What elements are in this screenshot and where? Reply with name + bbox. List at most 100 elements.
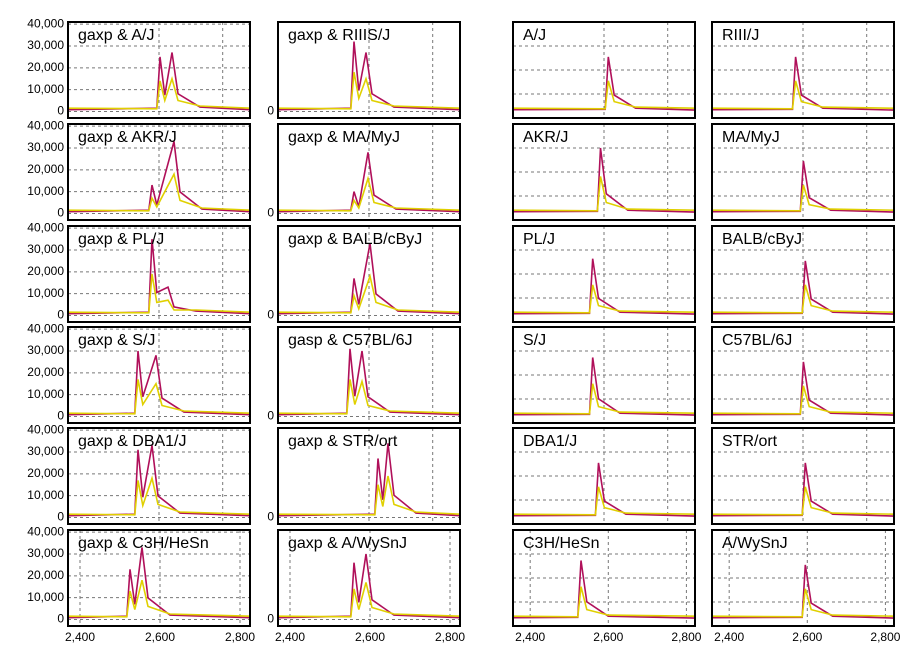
x-tick-label: 2,800: [671, 630, 701, 644]
y-tick-label: 40,000: [27, 524, 64, 538]
panel-border: [67, 427, 251, 525]
panel-border: [711, 225, 895, 323]
x-tick-label: 2,600: [593, 630, 623, 644]
y-tick-label: 40,000: [27, 16, 64, 30]
panel-title: gaxp & A/J: [78, 27, 155, 44]
panel-border: [512, 326, 696, 424]
panel-title: A/WySnJ: [722, 535, 788, 552]
trace: [711, 284, 895, 314]
panel-title: gaxp & A/WySnJ: [288, 535, 407, 552]
trace: [277, 378, 461, 415]
panel-border: [67, 529, 251, 627]
trace: [67, 475, 251, 516]
panel-border: [277, 21, 461, 119]
x-tick-label: 2,400: [65, 630, 95, 644]
x-tick-label: 2,400: [515, 630, 545, 644]
x-tick-label: 2,800: [435, 630, 465, 644]
y-tick-label: 10,000: [27, 82, 64, 96]
panel-border: [711, 427, 895, 525]
x-tick-label: 2,600: [145, 630, 175, 644]
panel-border: [277, 427, 461, 525]
y-tick-label: 40,000: [27, 422, 64, 436]
panel-border: [711, 123, 895, 221]
panel-title: gaxp & RIIIS/J: [288, 27, 390, 44]
y-tick-label: 10,000: [27, 286, 64, 300]
trace: [512, 586, 696, 618]
trace: [512, 176, 696, 212]
trace: [67, 580, 251, 618]
panel-title: BALB/cByJ: [722, 231, 802, 248]
y-tick-label: 0: [57, 612, 64, 626]
x-tick-label: 2,600: [792, 630, 822, 644]
panel-border: [277, 326, 461, 424]
trace: [512, 383, 696, 415]
y-tick-label: 30,000: [27, 546, 64, 560]
trace: [67, 273, 251, 314]
panel-title: gasp & C57BL/6J: [288, 332, 413, 349]
trace: [277, 475, 461, 516]
y-tick-label: 10,000: [27, 488, 64, 502]
panel-border: [512, 529, 696, 627]
trace: [277, 582, 461, 618]
panel-border: [277, 225, 461, 323]
panel-border: [512, 21, 696, 119]
panel-title: STR/ort: [722, 433, 778, 450]
panel-title: gaxp & BALB/cByJ: [288, 231, 422, 248]
panel-title: DBA1/J: [523, 433, 577, 450]
y-tick-label: 0: [267, 308, 274, 322]
panel-border: [277, 123, 461, 221]
x-tick-label: 2,800: [870, 630, 900, 644]
x-tick-label: 2,400: [714, 630, 744, 644]
trace: [711, 184, 895, 212]
trace: [67, 379, 251, 415]
y-tick-label: 30,000: [27, 444, 64, 458]
panel-title: PL/J: [523, 231, 555, 248]
y-tick-label: 30,000: [27, 343, 64, 357]
panel-title: gaxp & S/J: [78, 332, 155, 349]
panel-border: [67, 21, 251, 119]
panel-title: AKR/J: [523, 129, 568, 146]
y-tick-label: 0: [57, 206, 64, 220]
trace: [512, 284, 696, 314]
x-tick-label: 2,400: [275, 630, 305, 644]
panel-border: [67, 326, 251, 424]
panel-title: gaxp & PL/J: [78, 231, 164, 248]
y-tick-label: 30,000: [27, 140, 64, 154]
panel-border: [512, 123, 696, 221]
panel-border: [67, 225, 251, 323]
trace: [711, 486, 895, 516]
panel-title: C57BL/6J: [722, 332, 792, 349]
trace: [711, 80, 895, 110]
x-tick-label: 2,800: [225, 630, 255, 644]
y-tick-label: 0: [267, 612, 274, 626]
panel-title: gaxp & AKR/J: [78, 129, 177, 146]
y-tick-label: 0: [57, 104, 64, 118]
y-tick-label: 40,000: [27, 220, 64, 234]
panel-border: [711, 21, 895, 119]
trace: [67, 75, 251, 110]
panel-title: C3H/HeSn: [523, 535, 599, 552]
y-tick-label: 20,000: [27, 264, 64, 278]
trace: [277, 273, 461, 314]
y-tick-label: 20,000: [27, 466, 64, 480]
panel-title: gaxp & MA/MyJ: [288, 129, 400, 146]
panel-border: [67, 123, 251, 221]
trace: [512, 80, 696, 110]
y-tick-label: 40,000: [27, 118, 64, 132]
panel-border: [711, 529, 895, 627]
y-tick-label: 20,000: [27, 568, 64, 582]
trace: [512, 486, 696, 516]
y-tick-label: 0: [57, 308, 64, 322]
trace: [277, 72, 461, 110]
y-tick-label: 10,000: [27, 184, 64, 198]
y-tick-label: 0: [57, 409, 64, 423]
panel-border: [711, 326, 895, 424]
panel-title: A/J: [523, 27, 546, 44]
panel-border: [512, 427, 696, 525]
trace: [711, 385, 895, 415]
x-tick-label: 2,600: [355, 630, 385, 644]
y-tick-label: 0: [57, 510, 64, 524]
y-tick-label: 0: [267, 510, 274, 524]
trace: [277, 175, 461, 212]
panel-title: gaxp & DBA1/J: [78, 433, 187, 450]
